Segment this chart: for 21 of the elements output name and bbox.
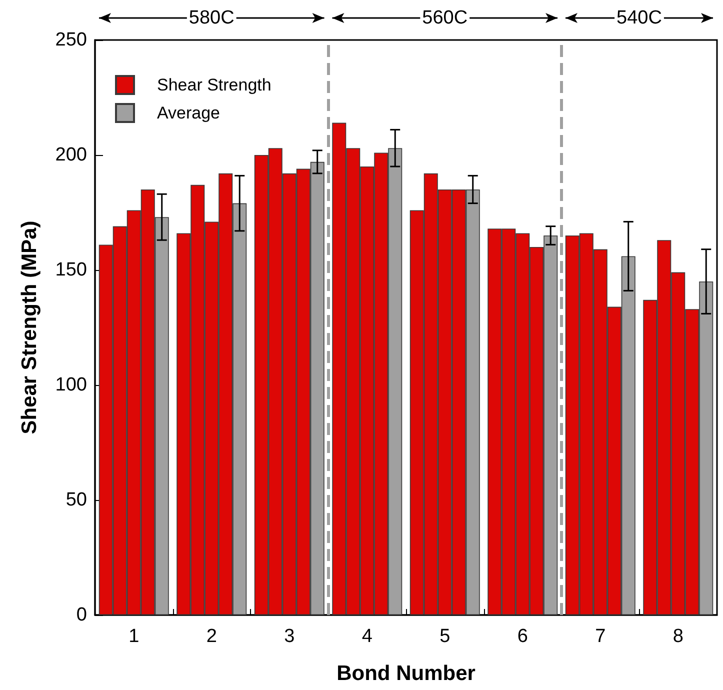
x-tick-label: 8 [672, 626, 684, 647]
y-tick-label: 0 [76, 604, 87, 626]
legend-label: Average [157, 104, 220, 122]
text: 560C [422, 8, 468, 28]
legend-label: Shear Strength [157, 76, 272, 94]
x-tick-label: 4 [362, 626, 373, 647]
x-tick-label: 3 [284, 626, 295, 647]
x-axis-title: Bond Number [336, 662, 476, 685]
y-tick-label: 100 [55, 374, 87, 396]
text: 580C [188, 8, 234, 28]
x-tick-label: 6 [517, 626, 528, 647]
y-tick-label: 200 [55, 144, 87, 166]
x-tick-label: 5 [440, 626, 450, 647]
text: 540C [616, 8, 662, 28]
y-tick-label: 50 [66, 490, 87, 510]
y-tick-label: 150 [55, 260, 87, 280]
y-axis-title: Shear Strength (MPa) [18, 220, 41, 434]
x-tick-label: 2 [206, 626, 217, 647]
y-tick-label: 250 [55, 30, 87, 50]
x-tick-label: 1 [128, 626, 140, 647]
x-tick-label: 7 [595, 626, 606, 647]
